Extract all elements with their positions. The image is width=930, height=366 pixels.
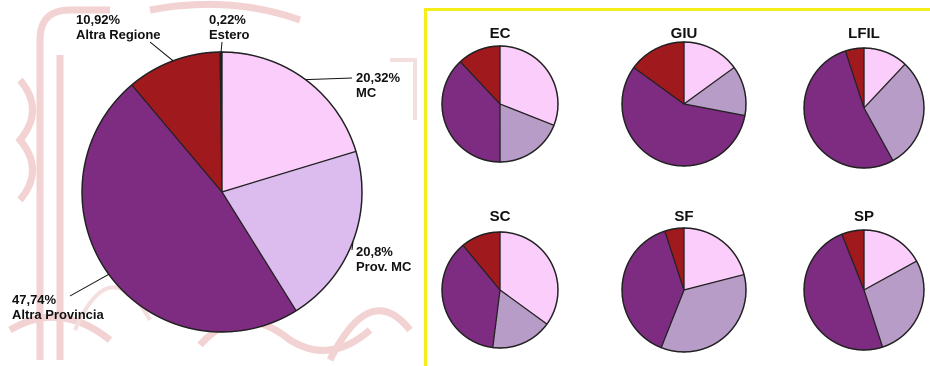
label-altra-regione-name: Altra Regione — [76, 27, 161, 42]
label-altra-provincia-value: 47,74% — [12, 292, 104, 307]
pie-title-sc: SC — [490, 208, 511, 225]
pie-title-ec: EC — [490, 25, 511, 42]
label-mc: 20,32% MC — [356, 70, 400, 100]
pie-title-giu: GIU — [671, 25, 698, 42]
label-altra-regione-value: 10,92% — [76, 12, 161, 27]
label-mc-name: MC — [356, 85, 400, 100]
pie-title-sf: SF — [674, 208, 693, 225]
label-prov-mc: 20,8% Prov. MC — [356, 244, 411, 274]
label-altra-provincia: 47,74% Altra Provincia — [12, 292, 104, 322]
pie-title-sp: SP — [854, 208, 874, 225]
pie-title-lfil: LFIL — [848, 25, 880, 42]
label-estero-name: Estero — [209, 27, 249, 42]
label-estero: 0,22% Estero — [209, 12, 249, 42]
label-altra-regione: 10,92% Altra Regione — [76, 12, 161, 42]
label-estero-value: 0,22% — [209, 12, 249, 27]
label-prov-mc-name: Prov. MC — [356, 259, 411, 274]
label-altra-provincia-name: Altra Provincia — [12, 307, 104, 322]
label-mc-value: 20,32% — [356, 70, 400, 85]
label-prov-mc-value: 20,8% — [356, 244, 411, 259]
